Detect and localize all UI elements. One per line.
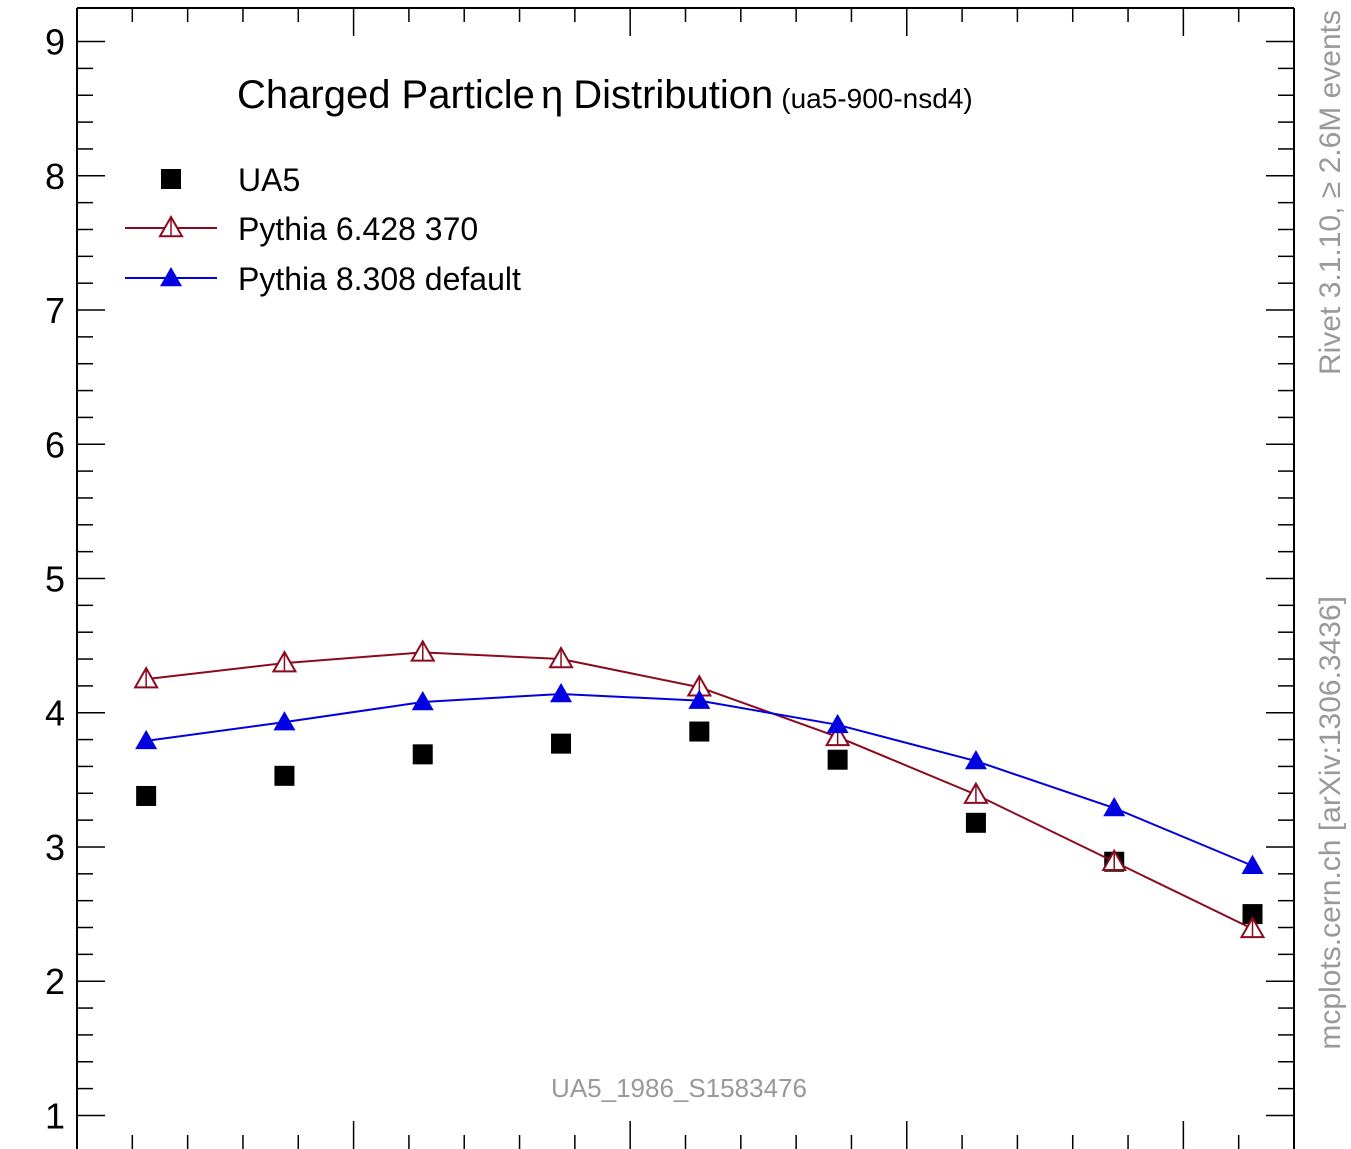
data-point [963,781,989,804]
y-tick-label: 6 [45,424,65,465]
legend-item: UA5 [161,162,300,198]
analysis-id: UA5_1986_S1583476 [551,1073,807,1103]
data-point [133,666,159,689]
rivet-version-text: Rivet 3.1.10, ≥ 2.6M events [1314,10,1347,375]
data-point [689,721,710,742]
legend-label: UA5 [238,162,300,198]
series-line [146,692,1253,867]
data-point [826,713,849,734]
data-point [964,750,987,770]
y-tick-label: 4 [45,693,65,734]
data-point [274,765,295,786]
data-point [827,749,848,770]
series-2 [133,639,1266,939]
data-point [965,812,986,833]
y-tick-label: 9 [45,22,65,63]
mcplots-reference-text: mcplots.cern.ch [arXiv:1306.3436] [1314,596,1347,1050]
y-tick-label: 7 [45,290,65,331]
legend-marker [161,169,181,189]
data-point [273,711,296,731]
data-point [1241,854,1264,875]
y-tick-label: 5 [45,559,65,600]
legend: UA5 Pythia 6.428 370 Pythia 8.308 default [125,162,521,297]
legend-label: Pythia 8.308 default [238,261,521,297]
series-3 [135,682,1264,875]
data-point [1239,915,1266,939]
data-point [550,682,573,703]
legend-marker [158,214,184,238]
chart-subtitle: (ua5-900-nsd4) [781,83,972,114]
data-point [548,646,574,669]
data-point [135,729,158,750]
series [133,639,1266,939]
data-point [1103,797,1126,817]
legend-item: Pythia 8.308 default [125,261,521,297]
y-tick-label: 2 [45,961,65,1002]
y-tick-label: 8 [45,156,65,197]
data-point [1101,848,1127,871]
legend-marker [160,267,182,287]
data-point [551,733,572,754]
data-point [412,744,433,765]
series-1 [136,721,1263,925]
y-tick-label: 1 [45,1095,65,1136]
data-point [410,639,436,662]
data-point [688,689,711,709]
data-point [136,785,157,806]
y-axis: 1 2 3 4 5 6 7 8 9 [45,22,1294,1136]
data-point [271,650,298,673]
data-point [411,690,434,711]
y-tick-label: 3 [45,827,65,868]
data-point [1242,904,1263,925]
legend-label: Pythia 6.428 370 [238,211,478,247]
chart-title: Charged Particle η Distribution (ua5-900-ns… [237,73,973,117]
x-axis [76,8,1295,1149]
legend-item: Pythia 6.428 370 [125,211,478,247]
